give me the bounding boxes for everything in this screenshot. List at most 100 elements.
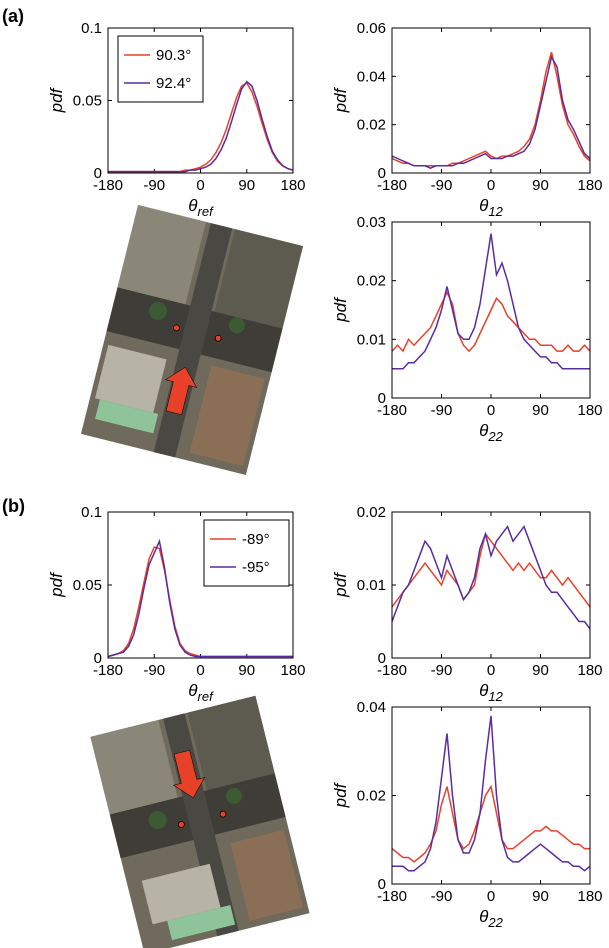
y-axis-label: pdf xyxy=(331,781,350,808)
y-tick-label: 0.02 xyxy=(357,273,386,290)
x-axis-label: θ22 xyxy=(479,421,503,444)
y-tick-label: 0 xyxy=(378,390,386,407)
x-tick-label: -90 xyxy=(431,662,453,679)
x-tick-label: 0 xyxy=(487,888,495,905)
x-tick-label: -180 xyxy=(377,888,407,905)
x-label-symbol: θ xyxy=(479,681,489,700)
y-tick-label: 0.01 xyxy=(357,577,386,594)
aerial-image xyxy=(90,695,310,948)
y-axis-label: pdf xyxy=(331,86,350,113)
x-tick-label: -180 xyxy=(377,402,407,419)
x-tick-label: -90 xyxy=(143,662,165,679)
x-label-symbol: θ xyxy=(188,196,198,215)
y-tick-label: 0 xyxy=(378,165,386,182)
x-label-subscript: 12 xyxy=(488,689,503,704)
x-tick-label: -180 xyxy=(93,177,123,194)
axes-box xyxy=(391,706,591,885)
y-tick-label: 0.1 xyxy=(81,504,102,521)
legend-label: 90.3° xyxy=(156,47,191,64)
x-tick-label: 180 xyxy=(280,662,305,679)
x-tick-label: 90 xyxy=(238,662,255,679)
y-tick-label: 0.04 xyxy=(357,68,386,85)
x-tick-label: -90 xyxy=(431,402,453,419)
x-tick-label: 180 xyxy=(577,662,602,679)
axes-box xyxy=(391,511,591,659)
y-tick-label: 0.02 xyxy=(357,117,386,134)
y-tick-label: 0.05 xyxy=(73,577,102,594)
x-tick-label: -180 xyxy=(377,662,407,679)
data-line xyxy=(391,532,591,608)
y-tick-label: 0.03 xyxy=(357,214,386,231)
legend-label: -95° xyxy=(242,559,270,576)
x-axis-label: θref xyxy=(188,681,214,704)
x-axis-label: θ12 xyxy=(479,681,503,704)
y-axis-label: pdf xyxy=(47,571,66,598)
legend-box xyxy=(203,519,290,587)
y-tick-label: 0.01 xyxy=(357,331,386,348)
x-tick-label: 180 xyxy=(577,888,602,905)
x-label-subscript: 12 xyxy=(488,204,503,219)
y-tick-label: 0 xyxy=(94,650,102,667)
x-tick-label: 0 xyxy=(487,662,495,679)
y-tick-label: 0 xyxy=(94,165,102,182)
x-label-symbol: θ xyxy=(479,421,489,440)
x-tick-label: 0 xyxy=(487,402,495,419)
x-label-symbol: θ xyxy=(479,907,489,926)
x-label-subscript: ref xyxy=(198,204,215,219)
x-axis-label: θref xyxy=(188,196,214,219)
data-line xyxy=(391,290,591,353)
x-label-subscript: 22 xyxy=(487,915,503,930)
x-tick-label: 0 xyxy=(196,662,204,679)
data-line xyxy=(392,233,590,370)
x-label-symbol: θ xyxy=(479,196,489,215)
data-line xyxy=(391,525,591,630)
x-axis-label: θ22 xyxy=(479,907,503,930)
axes-box xyxy=(391,27,591,174)
x-tick-label: 0 xyxy=(487,177,495,194)
x-tick-label: -180 xyxy=(377,177,407,194)
panel-label: (a) xyxy=(2,6,24,26)
panel-label: (b) xyxy=(2,496,25,516)
data-line xyxy=(392,715,591,872)
x-label-symbol: θ xyxy=(188,681,198,700)
y-tick-label: 0.1 xyxy=(81,20,102,37)
y-tick-label: 0 xyxy=(378,650,386,667)
x-tick-label: 180 xyxy=(280,177,305,194)
x-tick-label: -180 xyxy=(93,662,123,679)
legend-label: 92.4° xyxy=(156,75,191,92)
x-label-subscript: 22 xyxy=(487,429,503,444)
x-tick-label: 90 xyxy=(532,177,549,194)
y-axis-label: pdf xyxy=(47,86,66,113)
axes-box xyxy=(107,511,294,659)
legend-box xyxy=(117,35,204,103)
x-tick-label: 90 xyxy=(532,662,549,679)
y-tick-label: 0.06 xyxy=(357,20,386,37)
data-line xyxy=(391,54,591,170)
y-axis-label: pdf xyxy=(331,296,350,323)
data-line xyxy=(108,80,294,173)
x-label-subscript: ref xyxy=(198,689,215,704)
x-tick-label: 0 xyxy=(196,177,204,194)
aerial-image xyxy=(80,204,304,476)
y-tick-label: 0.02 xyxy=(357,788,386,805)
y-axis-label: pdf xyxy=(331,571,350,598)
x-tick-label: 90 xyxy=(238,177,255,194)
x-tick-label: -90 xyxy=(431,177,453,194)
x-tick-label: 180 xyxy=(577,177,602,194)
x-tick-label: 90 xyxy=(532,888,549,905)
x-tick-label: -90 xyxy=(143,177,165,194)
axes-box xyxy=(391,221,591,399)
y-tick-label: 0.02 xyxy=(357,504,386,521)
y-tick-label: 0 xyxy=(378,876,386,893)
data-line xyxy=(391,784,590,863)
data-line xyxy=(391,51,591,167)
x-tick-label: 90 xyxy=(532,402,549,419)
x-tick-label: 180 xyxy=(577,402,602,419)
legend-label: -89° xyxy=(242,531,270,548)
x-tick-label: -90 xyxy=(431,888,453,905)
x-axis-label: θ12 xyxy=(479,196,503,219)
y-tick-label: 0.04 xyxy=(357,699,386,716)
axes-box xyxy=(107,27,294,174)
data-line xyxy=(107,538,293,658)
